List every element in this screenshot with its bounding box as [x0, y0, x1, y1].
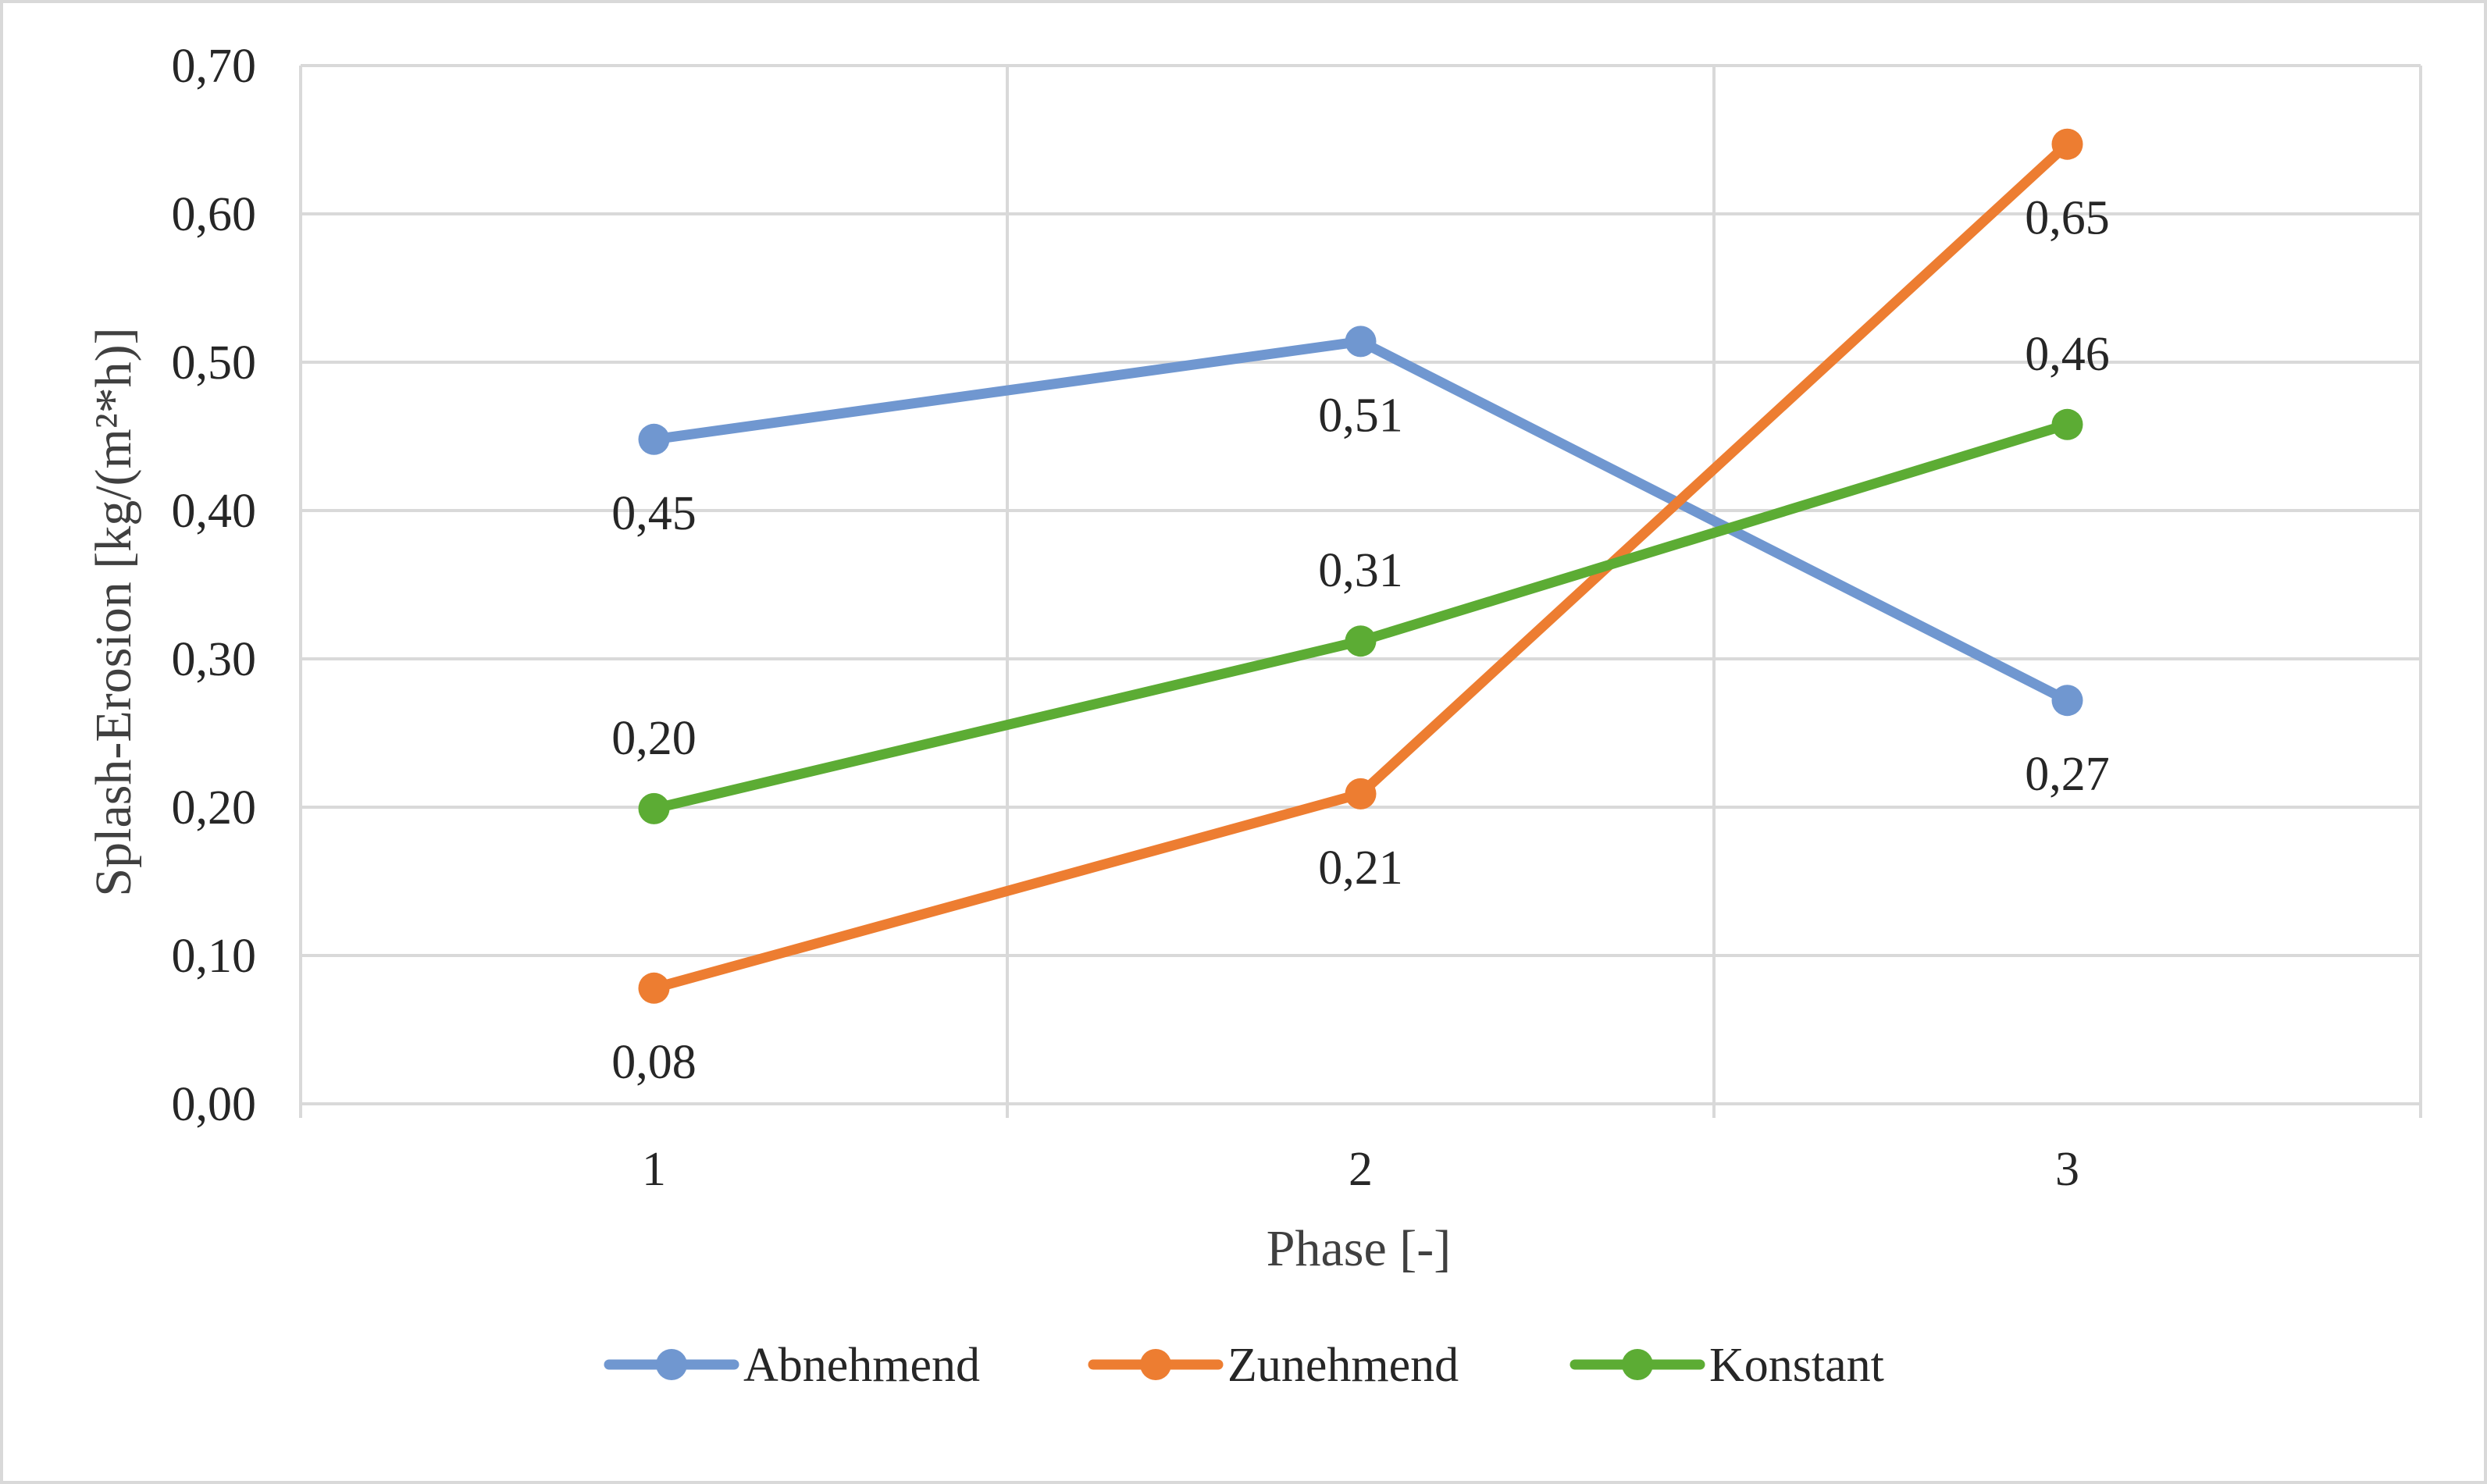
- legend-label-zunehmend: Zunehmend: [1227, 1339, 1459, 1392]
- data-point-konstant: [2051, 408, 2083, 440]
- axes: 0,00 0,10 0,20 0,30 0,40 0,50 0,60 0,70 1 2 3: [172, 40, 2080, 1196]
- legend-label-abnehmend: Abnehmend: [743, 1339, 980, 1392]
- data-point-konstant: [1345, 625, 1377, 657]
- data-point-abnehmend: [2051, 685, 2083, 717]
- legend-label-konstant: Konstant: [1709, 1339, 1884, 1392]
- data-label-zunehmend: 0,65: [2025, 192, 2110, 245]
- x-axis-title: Phase [-]: [1267, 1220, 1451, 1277]
- data-point-zunehmend: [638, 972, 670, 1004]
- data-point-konstant: [638, 792, 670, 824]
- data-label-zunehmend: 0,21: [1318, 842, 1403, 895]
- y-tick-label: 0,70: [172, 40, 257, 93]
- legend: Abnehmend Zunehmend Konstant: [604, 1339, 1884, 1392]
- y-tick-label: 0,30: [172, 633, 257, 686]
- data-label-abnehmend: 0,51: [1318, 389, 1403, 442]
- data-labels: 0,45 0,51 0,27 0,08 0,21 0,65 0,20 0,31 0,46: [611, 192, 2110, 1089]
- data-label-konstant: 0,20: [611, 712, 697, 765]
- y-tick-label: 0,20: [172, 781, 257, 835]
- y-tick-label: 0,50: [172, 336, 257, 390]
- x-tick-label: 3: [2055, 1143, 2079, 1196]
- y-tick-label: 0,00: [172, 1078, 257, 1131]
- data-point-abnehmend: [1345, 326, 1377, 358]
- y-tick-label: 0,40: [172, 485, 257, 538]
- data-label-konstant: 0,31: [1318, 544, 1403, 597]
- x-tick-label: 2: [1349, 1143, 1373, 1196]
- y-axis-title: Splash-Erosion [kg/(m²*h)]: [85, 327, 142, 896]
- data-point-abnehmend: [638, 423, 670, 455]
- data-label-abnehmend: 0,45: [611, 487, 697, 540]
- y-tick-label: 0,10: [172, 930, 257, 983]
- y-tick-label: 0,60: [172, 188, 257, 241]
- legend-marker-abnehmend: [656, 1349, 687, 1380]
- legend-marker-konstant: [1622, 1349, 1653, 1380]
- x-tick-label: 1: [642, 1143, 666, 1196]
- data-label-konstant: 0,46: [2025, 328, 2110, 381]
- data-label-zunehmend: 0,08: [611, 1036, 697, 1089]
- data-label-abnehmend: 0,27: [2025, 748, 2110, 801]
- legend-marker-zunehmend: [1140, 1349, 1171, 1380]
- data-point-zunehmend: [1345, 778, 1377, 810]
- data-series: [638, 128, 2083, 1004]
- data-point-zunehmend: [2051, 128, 2083, 160]
